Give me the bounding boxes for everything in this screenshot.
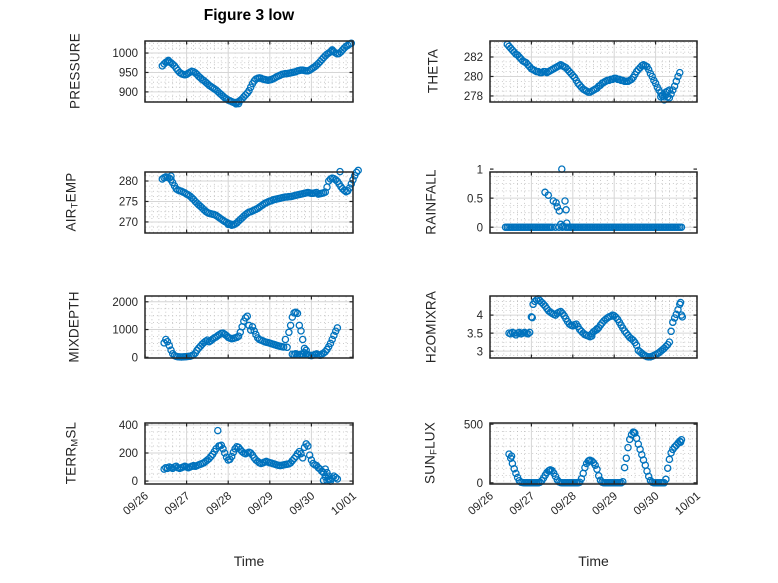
svg-text:950: 950 [119, 68, 138, 80]
svg-text:0: 0 [132, 476, 138, 488]
y-axis-label-mixdepth: MIXDEPTH [66, 291, 82, 363]
y-axis-label-theta: THETA [425, 48, 441, 94]
svg-text:1000: 1000 [112, 325, 138, 337]
air-temp-plot: 270 275 280 [119, 166, 362, 234]
svg-text:0: 0 [477, 222, 483, 234]
svg-text:09/30: 09/30 [288, 490, 318, 518]
svg-text:282: 282 [464, 52, 483, 64]
figure-title: Figure 3 low [203, 7, 295, 24]
y-axis-label-terr-msl: TERRMSL [63, 421, 81, 485]
rainfall-plot: 00.51 [467, 164, 698, 234]
svg-text:09/27: 09/27 [508, 490, 538, 518]
svg-text:1: 1 [477, 164, 483, 176]
mixdepth-plot: 0 1000 2000 [112, 295, 354, 364]
svg-text:09/27: 09/27 [163, 490, 193, 518]
svg-text:275: 275 [119, 197, 138, 209]
svg-text:900: 900 [119, 87, 138, 99]
svg-text:4: 4 [477, 310, 484, 322]
svg-text:10/01: 10/01 [673, 490, 703, 518]
svg-text:2000: 2000 [112, 297, 138, 309]
y-axis-label-sun-flux: SUNFLUX [422, 422, 440, 484]
svg-text:400: 400 [119, 420, 138, 432]
svg-text:280: 280 [119, 176, 138, 188]
svg-text:0.5: 0.5 [467, 193, 483, 205]
y-axis-label-h2omixra: H2OMIXRA [423, 290, 439, 364]
x-axis-label-left: Time [233, 553, 265, 569]
svg-text:10/01: 10/01 [329, 490, 359, 518]
svg-text:09/29: 09/29 [246, 490, 276, 518]
svg-text:09/28: 09/28 [204, 490, 234, 518]
y-axis-label-rainfall: RAINFALL [423, 169, 439, 235]
svg-text:3: 3 [477, 346, 483, 358]
svg-text:3.5: 3.5 [467, 328, 483, 340]
svg-text:280: 280 [464, 72, 483, 84]
svg-text:09/29: 09/29 [590, 490, 620, 518]
pressure-plot: 900 950 1000 [112, 39, 356, 108]
terr-msl-plot: 0 200 400 09/26 09/27 09/28 09/29 09/30 10/01 [119, 420, 359, 518]
svg-text:09/30: 09/30 [632, 490, 662, 518]
svg-text:09/26: 09/26 [121, 490, 151, 518]
x-axis-label-right: Time [578, 553, 609, 569]
svg-text:200: 200 [119, 448, 138, 460]
svg-text:09/28: 09/28 [549, 490, 579, 518]
svg-text:1000: 1000 [112, 48, 138, 60]
svg-text:270: 270 [119, 217, 138, 229]
svg-text:500: 500 [464, 419, 483, 431]
sun-flux-plot: 0 500 09/26 09/27 09/28 09/29 09/30 10/01 [464, 419, 703, 517]
svg-text:278: 278 [464, 91, 483, 103]
y-axis-label-pressure: PRESSURE [67, 33, 83, 109]
h2omixra-plot: 33.54 [467, 295, 698, 361]
svg-text:09/26: 09/26 [466, 490, 496, 518]
y-axis-label-air-temp: AIRTEMP [63, 172, 81, 232]
theta-plot: 278 280 282 [464, 40, 698, 104]
svg-text:0: 0 [477, 478, 483, 490]
svg-text:0: 0 [132, 352, 138, 364]
